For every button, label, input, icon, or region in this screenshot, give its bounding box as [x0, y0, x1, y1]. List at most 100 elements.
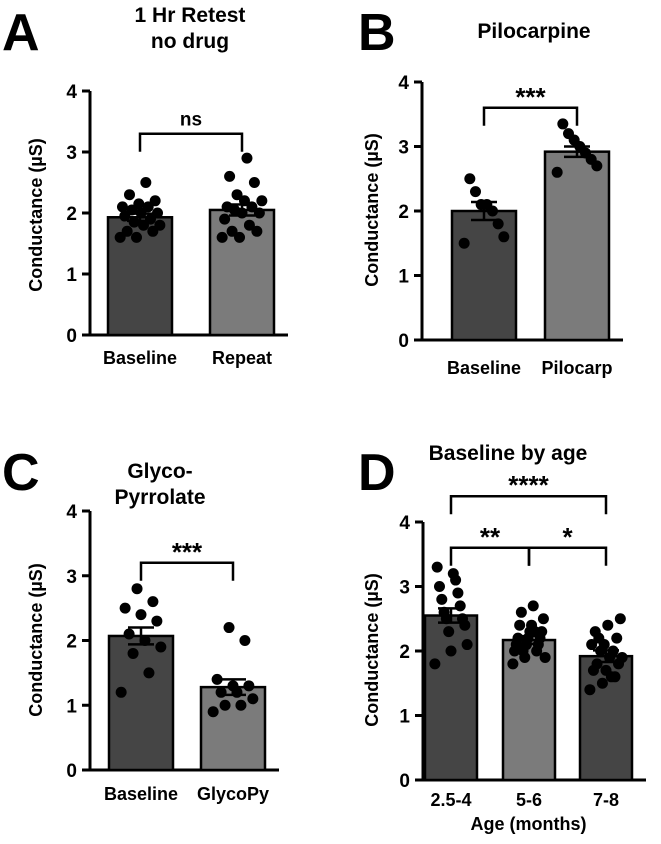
significance-label: **	[480, 522, 501, 552]
data-point	[498, 231, 510, 243]
data-point	[130, 231, 142, 243]
data-point	[115, 686, 127, 698]
significance-bracket	[449, 494, 608, 515]
chart-panel-c: C Glyco- Pyrrolate Conductance (µS) 0 1 2 3 4 Ba…	[2, 444, 279, 804]
bar	[208, 208, 276, 337]
chart-panel-b: B Pilocarpine Conductance (µS) 0 1 2 3 4 Baseli…	[358, 4, 623, 378]
y-tick-label: 3	[399, 578, 410, 599]
data-point	[452, 587, 464, 599]
x-tick-label: 2.5-4	[430, 790, 471, 810]
y-tick-label: 4	[398, 73, 409, 94]
data-point	[234, 231, 246, 243]
data-point	[454, 600, 466, 612]
data-point	[436, 593, 448, 605]
data-point	[557, 118, 569, 130]
x-tick-label: Pilocarp	[541, 358, 612, 378]
significance-label: ****	[508, 470, 549, 500]
bar	[450, 209, 518, 342]
y-tick-label: 2	[66, 632, 77, 653]
y-tick-label: 3	[66, 143, 77, 164]
data-point	[226, 225, 238, 237]
data-point	[248, 177, 260, 188]
data-point	[537, 613, 549, 625]
data-point	[469, 186, 481, 198]
significance-bracket	[139, 561, 235, 581]
data-point	[551, 166, 563, 178]
data-point	[207, 706, 219, 718]
data-point	[605, 671, 617, 683]
y-axis-label: Conductance (µS)	[362, 133, 382, 286]
data-point	[147, 596, 159, 608]
data-point	[431, 561, 443, 573]
chart-title: Glyco-	[127, 460, 192, 483]
data-point	[133, 198, 145, 210]
y-tick-label: 0	[66, 326, 77, 347]
data-point	[239, 635, 251, 646]
significance-bracket	[527, 546, 608, 566]
data-point	[149, 195, 161, 207]
data-point	[135, 609, 147, 621]
data-point	[596, 677, 608, 689]
chart-panel-a: A 1 Hr Retest no drug Conductance (µS) 0 1 2 3…	[2, 4, 288, 368]
panel-letter-d: D	[358, 444, 396, 502]
significance-label: ***	[172, 537, 203, 567]
significance-bracket	[482, 106, 579, 126]
y-tick-label: 2	[398, 202, 409, 223]
data-point	[251, 225, 263, 237]
data-point	[461, 639, 473, 651]
y-tick-label: 1	[66, 696, 77, 717]
x-tick-label: 5-6	[516, 790, 542, 810]
data-point	[247, 693, 259, 705]
data-point	[616, 651, 628, 663]
y-tick-label: 0	[398, 331, 409, 352]
bar	[543, 150, 611, 342]
significance-label: ns	[180, 110, 202, 131]
data-point	[241, 152, 253, 164]
data-point	[443, 626, 455, 638]
y-axis-label: Conductance (µS)	[26, 563, 46, 716]
data-point	[121, 225, 133, 237]
data-point	[591, 658, 603, 670]
data-point	[507, 658, 519, 670]
data-point	[155, 641, 167, 653]
x-tick-label: GlycoPy	[197, 784, 269, 804]
data-point	[527, 600, 539, 612]
data-point	[151, 615, 163, 627]
data-point	[584, 684, 596, 696]
data-point	[614, 613, 626, 625]
y-tick-label: 0	[66, 761, 77, 782]
data-point	[445, 645, 457, 657]
y-tick-label: 4	[399, 513, 410, 534]
data-point	[517, 645, 529, 657]
y-tick-label: 3	[66, 567, 77, 588]
chart-title: Pyrrolate	[114, 486, 205, 509]
data-point	[512, 632, 524, 644]
x-tick-label: 7-8	[593, 790, 619, 810]
y-tick-label: 0	[399, 771, 410, 792]
data-point	[154, 219, 166, 231]
y-tick-label: 1	[66, 265, 77, 286]
data-point	[143, 667, 155, 679]
y-tick-label: 2	[66, 204, 77, 225]
data-point	[224, 170, 236, 182]
data-point	[433, 581, 445, 592]
data-point	[127, 647, 139, 659]
data-point	[514, 619, 526, 631]
data-point	[458, 237, 470, 249]
x-tick-label: Baseline	[103, 348, 177, 368]
chart-title: 1 Hr Retest	[135, 4, 246, 27]
chart-title: Pilocarpine	[477, 20, 590, 43]
data-point	[243, 219, 255, 231]
data-point	[586, 639, 598, 651]
data-point	[223, 622, 235, 634]
data-point	[216, 231, 228, 243]
data-point	[256, 195, 268, 207]
data-point	[464, 173, 476, 185]
chart-title: Baseline by age	[429, 442, 588, 465]
y-tick-label: 4	[66, 502, 77, 523]
significance-label: *	[562, 522, 573, 552]
data-point	[593, 632, 605, 644]
data-point	[140, 177, 152, 188]
y-tick-label: 4	[66, 82, 77, 103]
data-point	[123, 628, 135, 640]
